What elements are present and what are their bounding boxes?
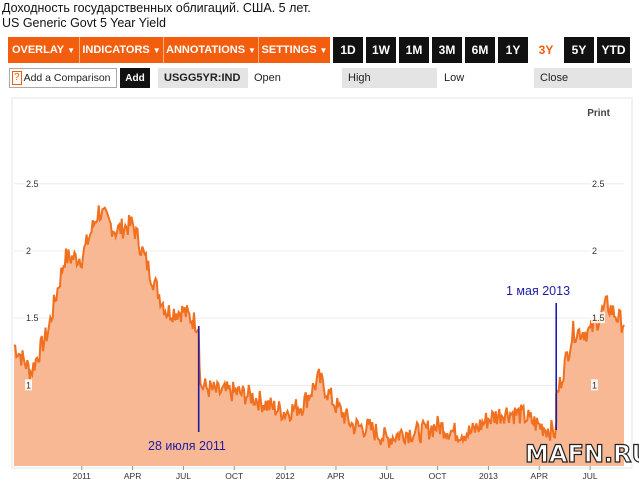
range-label: YTD xyxy=(601,43,626,57)
annotation-label-2013: 1 мая 2013 xyxy=(506,284,570,298)
open-label: Open xyxy=(254,72,281,84)
settings-menu-button[interactable]: SETTINGS ▼ xyxy=(259,37,330,63)
chevron-down-icon: ▼ xyxy=(319,45,328,55)
range-button-1w[interactable]: 1W xyxy=(366,37,396,63)
range-label: 3Y xyxy=(538,43,554,57)
range-button-6m[interactable]: 6M xyxy=(465,37,495,63)
y-tick-label-bg xyxy=(591,379,598,391)
range-label: 5Y xyxy=(571,43,587,57)
range-label: 1M xyxy=(405,43,423,57)
x-tick-label: OCT xyxy=(429,471,447,481)
y-tick-label-right: 2 xyxy=(592,246,597,256)
x-tick-label: JUL xyxy=(176,471,191,481)
comparison-input[interactable]: ? Add a Comparison xyxy=(9,68,117,88)
x-tick-label: APR xyxy=(531,471,548,481)
settings-label: SETTINGS xyxy=(261,44,317,56)
y-tick-label-left: 1.5 xyxy=(26,313,39,323)
range-button-3y[interactable]: 3Y xyxy=(531,37,561,63)
help-icon[interactable]: ? xyxy=(12,71,22,85)
x-tick-label: OCT xyxy=(225,471,243,481)
y-tick-label-right: 1.5 xyxy=(592,313,605,323)
y-tick-label-bg xyxy=(25,379,32,391)
y-tick-label-bg xyxy=(25,312,39,324)
add-comparison-button[interactable]: Add xyxy=(120,68,150,88)
ticker-label: USGG5YR:IND xyxy=(158,68,248,88)
x-tick-label: APR xyxy=(327,471,344,481)
x-tick-label: APR xyxy=(124,471,141,481)
y-tick-label-bg xyxy=(591,177,605,189)
y-tick-label-left: 2 xyxy=(26,246,31,256)
range-label: 6M xyxy=(471,43,489,57)
range-button-1d[interactable]: 1D xyxy=(333,37,363,63)
yield-area-fill xyxy=(14,205,624,466)
x-tick-label: 2011 xyxy=(73,471,92,481)
x-tick-label: 2013 xyxy=(479,471,498,481)
y-tick-label-left: 1 xyxy=(26,380,31,390)
annotations-menu-button[interactable]: ANNOTATIONS ▼ xyxy=(164,37,259,63)
y-tick-label-right: 2.5 xyxy=(592,179,605,189)
y-tick-label-bg xyxy=(591,312,605,324)
range-button-5y[interactable]: 5Y xyxy=(564,37,594,63)
chevron-down-icon: ▼ xyxy=(152,45,161,55)
y-tick-label-bg xyxy=(25,244,32,256)
overlay-label: OVERLAY xyxy=(11,44,65,56)
x-tick-label: JUL xyxy=(583,471,598,481)
y-tick-label-bg xyxy=(591,244,598,256)
range-button-1m[interactable]: 1M xyxy=(399,37,429,63)
quote-bar: ? Add a Comparison Add USGG5YR:IND Open … xyxy=(8,68,632,90)
comparison-placeholder: Add a Comparison xyxy=(23,72,111,84)
low-label: Low xyxy=(444,72,465,84)
overlay-menu-button[interactable]: OVERLAY ▼ xyxy=(8,37,80,63)
range-label: 3M xyxy=(438,43,456,57)
high-label: High xyxy=(342,68,437,88)
chevron-down-icon: ▼ xyxy=(67,45,76,55)
range-button-3m[interactable]: 3M xyxy=(432,37,462,63)
annotations-label: ANNOTATIONS xyxy=(166,44,246,56)
range-button-ytd[interactable]: YTD xyxy=(597,37,630,63)
yield-line xyxy=(13,205,625,448)
chart-titles: Доходность государственных облигаций. СШ… xyxy=(2,1,311,31)
indicators-label: INDICATORS xyxy=(82,44,150,56)
x-tick-label: JUL xyxy=(379,471,394,481)
range-label: 1Y xyxy=(505,43,521,57)
range-button-1y[interactable]: 1Y xyxy=(498,37,528,63)
close-label: Close xyxy=(534,68,632,88)
chevron-down-icon: ▼ xyxy=(248,45,256,55)
annotations: 28 июля 2011 1 мая 2013 xyxy=(148,284,570,453)
x-tick-label: 2012 xyxy=(276,471,295,481)
y-tick-label-left: 2.5 xyxy=(26,179,39,189)
y-tick-label-bg xyxy=(25,177,39,189)
title-russian: Доходность государственных облигаций. СШ… xyxy=(2,1,311,15)
annotation-label-2011: 28 июля 2011 xyxy=(148,439,226,453)
indicators-menu-button[interactable]: INDICATORS ▼ xyxy=(80,37,164,63)
print-link[interactable]: Print xyxy=(587,108,610,119)
chart-toolbar: OVERLAY ▼ INDICATORS ▼ ANNOTATIONS ▼ SETTIN… xyxy=(8,37,632,63)
y-axis-ticks: 1 1 1.5 1.5 2 2 2.5 2.5 xyxy=(25,177,605,391)
title-english: US Generic Govt 5 Year Yield xyxy=(2,16,166,30)
range-label: 1W xyxy=(372,43,390,57)
x-axis-ticks: 2011 APR JUL OCT 2012 APR JUL OCT 2013 APR JUL xyxy=(73,466,598,481)
range-label: 1D xyxy=(340,43,356,57)
watermark-logo: MAFN.RU xyxy=(524,439,639,468)
y-tick-label-right: 1 xyxy=(592,380,597,390)
